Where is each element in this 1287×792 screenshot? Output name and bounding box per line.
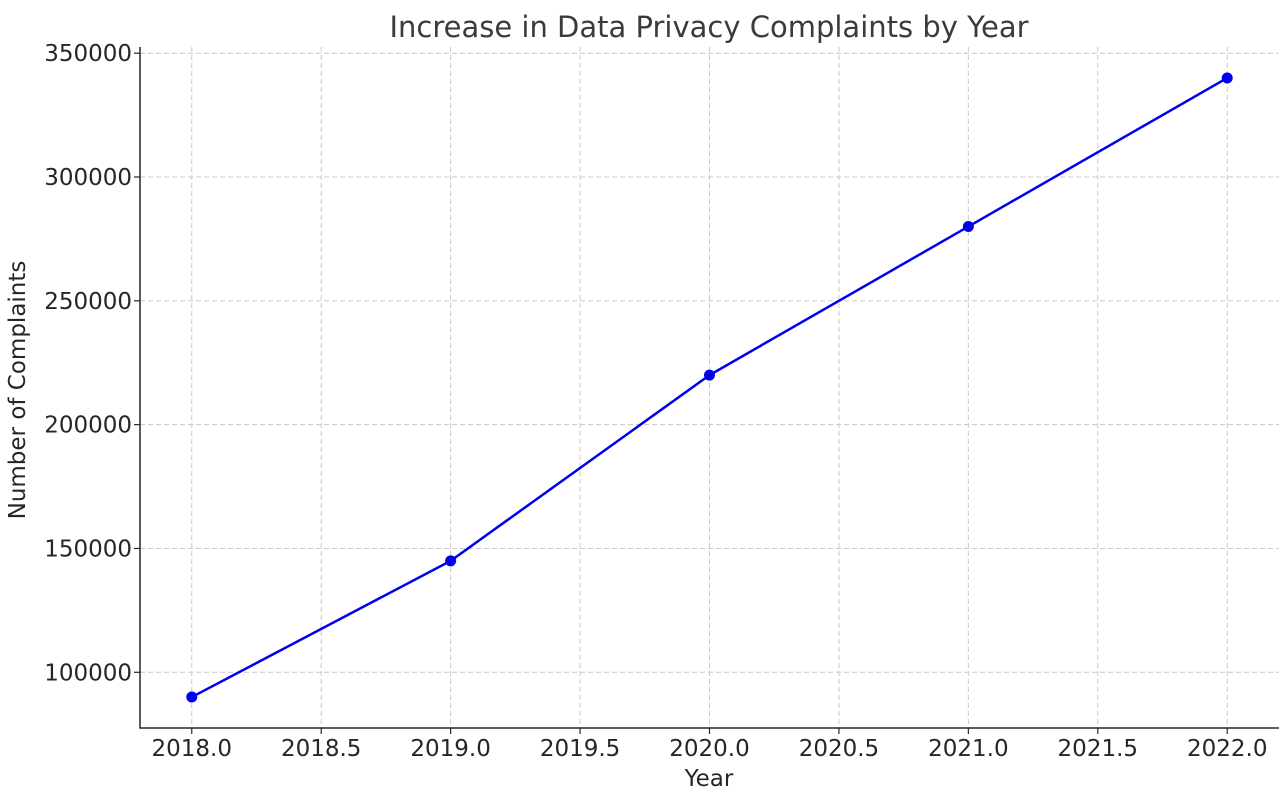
x-axis-ticks: 2018.0 2018.5 2019.0 2019.5 2020.0 2020.5 2021…: [152, 728, 1267, 762]
data-point: [1221, 72, 1233, 84]
x-tick-label: 2018.5: [281, 736, 361, 762]
data-point: [704, 369, 715, 381]
x-tick-label: 2021.0: [928, 736, 1008, 762]
y-tick-label: 150000: [44, 536, 132, 562]
data-point: [962, 221, 974, 233]
x-tick-label: 2020.0: [669, 736, 749, 762]
series-group: [186, 72, 1233, 703]
data-point: [186, 691, 198, 703]
x-tick-label: 2020.5: [799, 736, 879, 762]
x-tick-label: 2018.0: [152, 736, 232, 762]
x-tick-label: 2022.0: [1187, 736, 1267, 762]
y-tick-label: 100000: [44, 660, 132, 686]
y-axis-label: Number of Complaints: [5, 261, 31, 520]
y-tick-label: 250000: [44, 289, 132, 315]
grid: [140, 47, 1279, 728]
y-tick-label: 350000: [44, 41, 132, 67]
y-axis-ticks: 100000 150000 200000 250000 300000 350000: [44, 41, 140, 686]
x-tick-label: 2019.0: [410, 736, 490, 762]
x-tick-label: 2019.5: [540, 736, 620, 762]
data-point: [445, 555, 457, 567]
y-tick-label: 300000: [44, 165, 132, 191]
x-tick-label: 2021.5: [1058, 736, 1138, 762]
chart-title: Increase in Data Privacy Complaints by Y…: [389, 10, 1028, 44]
axis-spine: [139, 47, 1279, 729]
y-tick-label: 200000: [44, 413, 132, 439]
x-axis-label: Year: [684, 766, 734, 792]
